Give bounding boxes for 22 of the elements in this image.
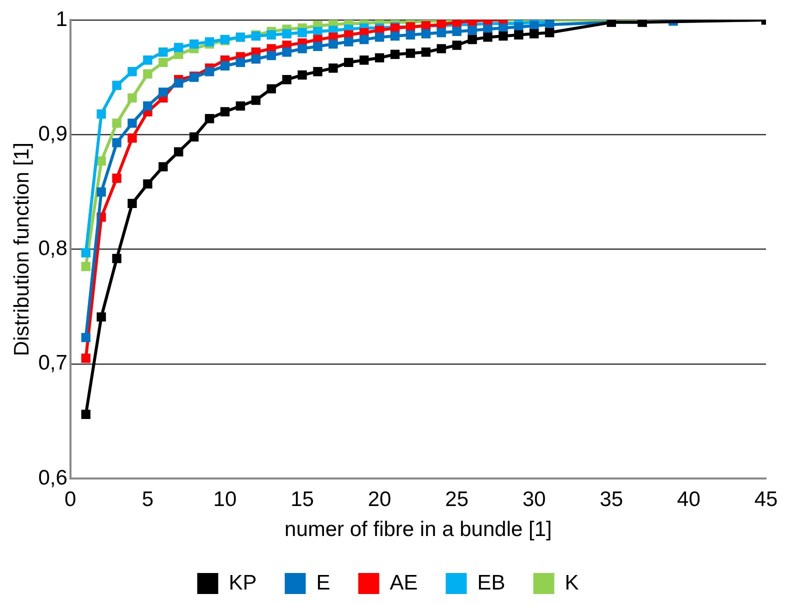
x-tick-label: 0	[64, 488, 76, 511]
legend-label: AE	[390, 571, 418, 594]
x-tick-label: 35	[600, 488, 624, 511]
x-tick-label: 45	[754, 488, 778, 511]
y-tick-label: 0,6	[38, 466, 68, 490]
x-tick-label: 40	[677, 488, 700, 511]
x-axis-title: numer of fibre in a bundle [1]	[284, 518, 552, 542]
legend-label: KP	[228, 571, 257, 594]
x-tick-label: 20	[368, 488, 392, 511]
y-axis-title: Distribution function [1]	[10, 142, 34, 356]
x-tick-label: 30	[522, 488, 546, 511]
legend-label: EB	[477, 571, 506, 594]
legend-label: E	[316, 571, 330, 594]
y-tick-label: 0,7	[38, 352, 68, 375]
x-tick-label: 15	[290, 488, 314, 511]
legend-label: K	[564, 571, 579, 594]
y-tick-label: 0,8	[38, 237, 68, 260]
y-tick-label: 1	[56, 8, 68, 31]
x-tick-label: 5	[142, 488, 154, 511]
y-tick-label: 0,9	[38, 122, 68, 146]
x-tick-label: 10	[213, 488, 237, 511]
x-tick-label: 25	[445, 488, 469, 511]
